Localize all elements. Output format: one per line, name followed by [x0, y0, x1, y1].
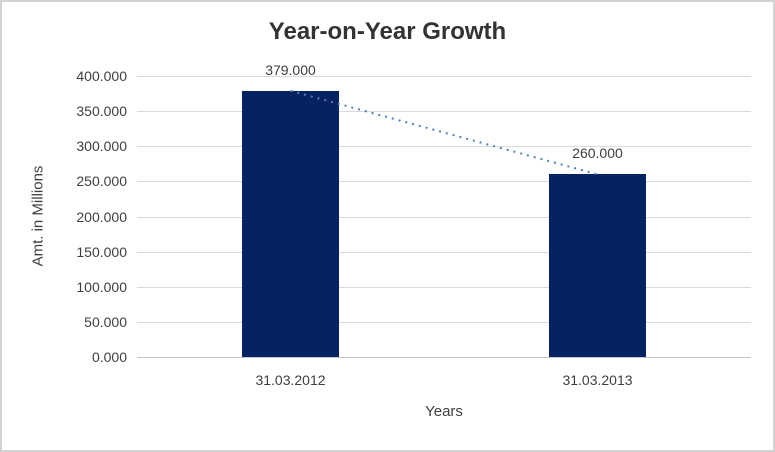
y-tick-label: 150.000	[76, 243, 127, 260]
gridline	[137, 146, 751, 148]
y-tick-label: 350.000	[76, 103, 127, 120]
y-tick-label: 300.000	[76, 138, 127, 155]
trendline	[290, 89, 598, 176]
y-tick-label: 100.000	[76, 278, 127, 295]
x-axis-title: Years	[425, 403, 463, 420]
data-label: 379.000	[265, 61, 316, 78]
x-axis-line	[137, 357, 751, 358]
bar-31.03.2012	[242, 90, 339, 357]
data-label: 260.000	[572, 145, 623, 162]
plot-area: 379.000 260.000	[137, 62, 751, 358]
bar-31.03.2013	[549, 174, 646, 357]
gridline	[137, 181, 751, 183]
gridline	[137, 286, 751, 288]
gridline	[137, 251, 751, 253]
gridline	[137, 321, 751, 323]
chart-title: Year-on-Year Growth	[268, 18, 507, 45]
y-tick-label: 200.000	[76, 208, 127, 225]
x-tick-label: 31.03.2012	[255, 372, 326, 388]
y-tick-label: 400.000	[76, 68, 127, 84]
gridline	[137, 111, 751, 113]
y-tick-label: 250.000	[76, 173, 127, 190]
y-tick-label: 50.000	[84, 313, 127, 330]
x-tick-label: 31.03.2013	[562, 372, 633, 388]
y-tick-label: 0.000	[91, 349, 127, 365]
gridline	[137, 216, 751, 218]
gridline	[137, 76, 751, 77]
